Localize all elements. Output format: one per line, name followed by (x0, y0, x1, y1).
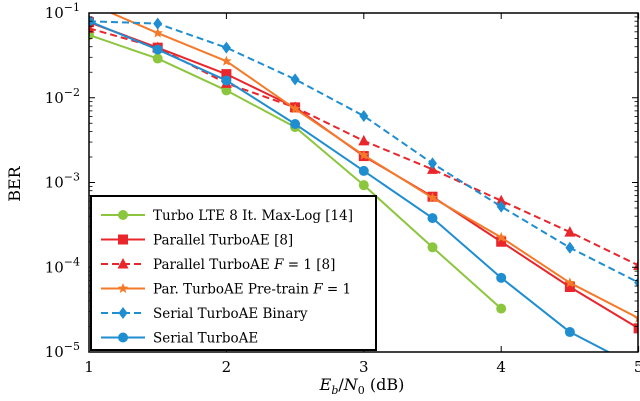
series-6 (89, 16, 611, 352)
legend-box (90, 195, 377, 351)
legend: Turbo LTE 8 It. Max-Log [14] Parallel Tur… (90, 195, 377, 351)
data-point (221, 75, 232, 86)
legend-label: Turbo LTE 8 It. Max-Log [14] (153, 208, 353, 224)
axis-labels: Eb/N0 (dB) BER (5, 165, 404, 397)
legend-entry: Par. TurboAE Pre-train F = 1 (101, 282, 351, 298)
data-point (496, 236, 507, 247)
data-point (564, 281, 575, 292)
series-4 (91, 1, 638, 323)
data-point (290, 119, 301, 130)
legend-entry: Parallel TurboAE [8] (101, 233, 293, 249)
x-tick-label: 5 (634, 358, 640, 376)
y-axis-label: BER (5, 165, 24, 201)
data-point (495, 231, 507, 242)
legend-marker (118, 332, 128, 343)
series-5 (89, 15, 638, 288)
data-point (496, 303, 507, 314)
data-point (633, 323, 638, 334)
ticks-layer: 1 2 3 4 5 10−1 10−2 10−3 10−4 10−5 (45, 1, 640, 376)
data-point (91, 1, 101, 11)
data-point (495, 194, 507, 206)
data-point (358, 180, 369, 191)
legend-label: Par. TurboAE Pre-train F = 1 (153, 282, 351, 298)
data-point (565, 241, 575, 254)
data-point (427, 213, 438, 224)
x-tick-label: 3 (359, 358, 369, 376)
legend-label: Parallel TurboAE [8] (153, 233, 293, 249)
data-point (564, 226, 576, 237)
y-tick-label: 10−2 (45, 86, 80, 107)
series-line (89, 20, 638, 284)
legend-entry: Serial TurboAE Binary (101, 306, 308, 322)
legend-marker (117, 283, 129, 293)
data-point (633, 260, 638, 270)
x-axis-label: Eb/N0 (dB) (319, 375, 405, 397)
data-point (633, 314, 638, 323)
x-tick-label: 2 (222, 358, 232, 376)
y-tick-label: 10−5 (45, 340, 80, 361)
legend-entry: Turbo LTE 8 It. Max-Log [14] (101, 208, 353, 224)
legend-marker (118, 210, 128, 220)
x-tick-label: 4 (496, 358, 506, 376)
y-tick-label: 10−4 (45, 255, 80, 276)
legend-label: Serial TurboAE Binary (153, 306, 308, 322)
y-tick-label: 10−3 (45, 171, 80, 192)
legend-marker (118, 307, 128, 319)
legend-label: Serial TurboAE (153, 331, 258, 347)
data-point (221, 85, 232, 96)
data-point (359, 109, 369, 122)
data-point (427, 242, 438, 253)
data-point (564, 277, 576, 288)
data-point (634, 277, 638, 288)
legend-entry: Parallel TurboAE F = 1 [8] (101, 257, 335, 273)
legend-label: Parallel TurboAE F = 1 [8] (153, 257, 335, 273)
y-tick-label: 10−1 (45, 1, 80, 22)
data-point (564, 327, 575, 338)
legend-marker (117, 258, 129, 269)
data-point (496, 272, 507, 283)
data-point (427, 192, 438, 203)
data-point (358, 149, 370, 160)
legend-marker (118, 234, 128, 245)
data-point (152, 27, 163, 38)
data-point (496, 200, 506, 213)
data-point (153, 17, 163, 30)
x-tick-label: 1 (84, 358, 94, 376)
data-point (152, 44, 163, 55)
data-point (358, 134, 370, 146)
legend-entry: Serial TurboAE (101, 331, 258, 347)
data-point (358, 165, 369, 176)
data-point (152, 53, 163, 64)
data-point (221, 41, 231, 54)
data-point (428, 157, 437, 170)
data-point (221, 55, 232, 66)
data-point (290, 73, 300, 86)
series-layer (89, 1, 638, 352)
data-point (289, 103, 301, 114)
data-point (221, 69, 232, 80)
